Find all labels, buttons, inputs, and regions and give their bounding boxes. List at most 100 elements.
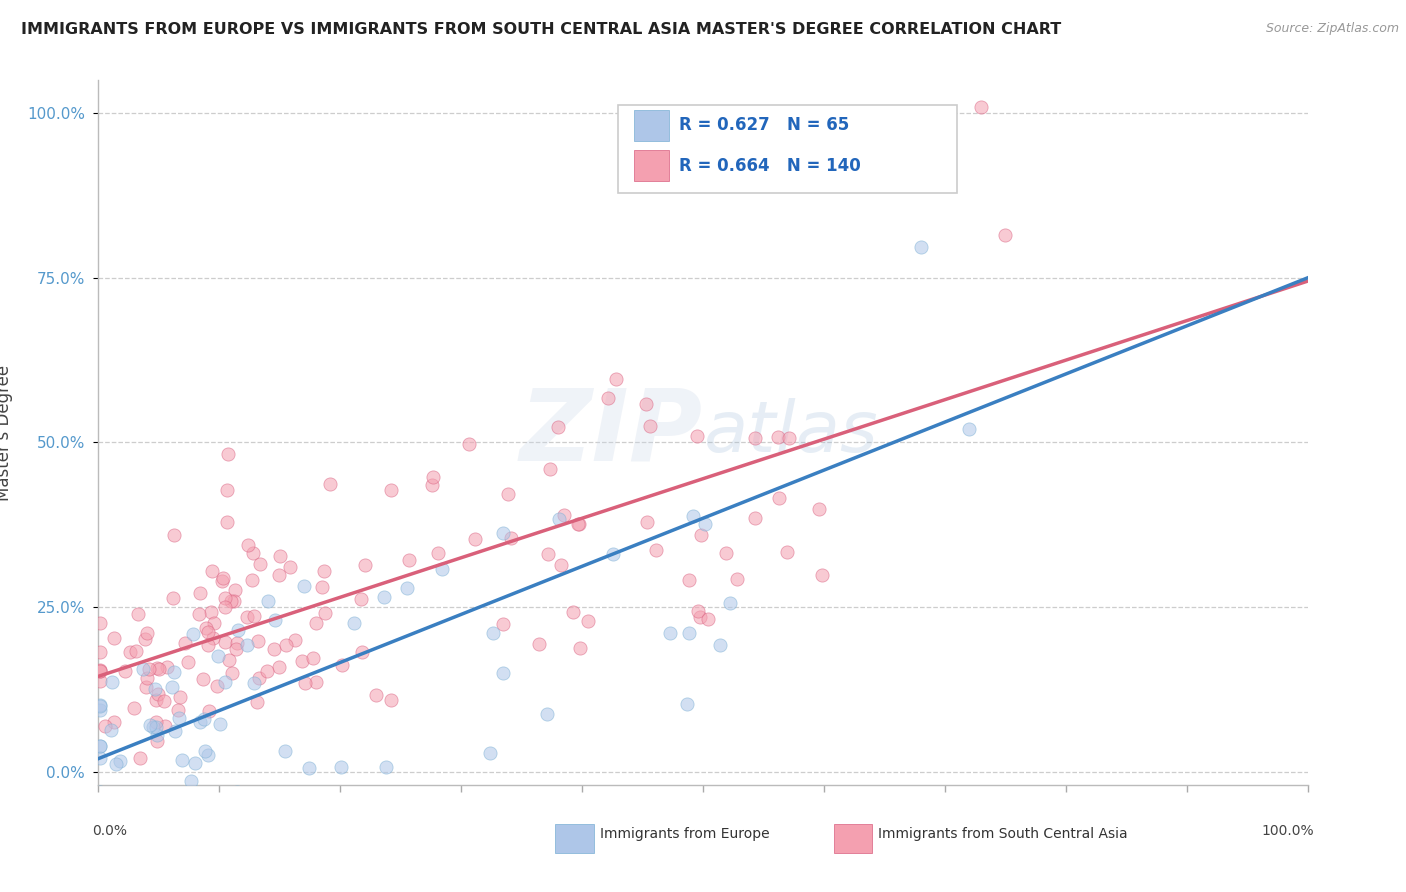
Point <box>808 501 831 516</box>
Point <box>499 532 522 546</box>
Point <box>247 671 270 685</box>
Point <box>197 624 219 639</box>
FancyBboxPatch shape <box>634 150 669 181</box>
Point <box>162 591 184 605</box>
Point <box>375 760 398 774</box>
Point <box>200 605 222 619</box>
Point <box>343 616 366 631</box>
FancyBboxPatch shape <box>619 105 957 193</box>
Point <box>89 664 111 678</box>
Point <box>131 662 153 676</box>
Point <box>744 432 766 446</box>
Point <box>145 728 167 742</box>
Text: ZIP: ZIP <box>520 384 703 481</box>
Point <box>725 572 748 586</box>
Point <box>125 644 148 658</box>
Point <box>163 665 186 680</box>
Point <box>354 558 377 572</box>
Point <box>221 666 243 681</box>
Point <box>188 607 211 622</box>
Point <box>678 573 700 587</box>
Point <box>718 596 741 610</box>
Point <box>243 676 266 690</box>
Point <box>311 580 333 594</box>
Point <box>197 704 219 718</box>
Point <box>380 483 402 498</box>
Point <box>236 638 259 652</box>
Point <box>89 664 111 678</box>
Point <box>188 714 211 729</box>
Point <box>89 663 111 677</box>
Point <box>478 746 501 760</box>
Point <box>709 638 731 652</box>
Point <box>235 609 257 624</box>
Point <box>138 718 160 732</box>
Point <box>100 723 122 738</box>
Point <box>224 582 246 597</box>
Point <box>576 614 599 628</box>
Point <box>291 654 314 668</box>
Point <box>319 477 342 491</box>
Point <box>214 591 236 605</box>
Point <box>146 734 169 748</box>
Point <box>776 545 799 559</box>
Point <box>197 747 219 762</box>
Point <box>562 605 585 619</box>
Point <box>396 581 419 595</box>
Point <box>314 606 336 620</box>
FancyBboxPatch shape <box>555 823 595 854</box>
Point <box>284 633 307 648</box>
Point <box>245 695 267 709</box>
Point <box>214 675 236 690</box>
Point <box>217 483 239 498</box>
Point <box>242 546 264 560</box>
Point <box>242 608 264 623</box>
Point <box>153 719 176 733</box>
Point <box>744 510 766 524</box>
Point <box>169 690 191 704</box>
Point <box>350 591 373 606</box>
Point <box>696 612 718 626</box>
Point <box>246 634 269 648</box>
Point <box>174 636 197 650</box>
Point <box>217 515 239 529</box>
Point <box>145 693 167 707</box>
Point <box>778 431 800 445</box>
Point <box>568 516 591 531</box>
Point <box>548 511 571 525</box>
Point <box>108 754 131 768</box>
FancyBboxPatch shape <box>834 823 872 854</box>
Point <box>135 680 157 694</box>
Point <box>214 600 236 615</box>
Point <box>225 642 247 657</box>
Point <box>188 586 211 600</box>
Point <box>695 516 717 531</box>
Point <box>482 625 505 640</box>
Point <box>89 698 111 713</box>
Point <box>105 757 128 772</box>
Point <box>89 703 111 717</box>
Point <box>202 631 225 645</box>
Point <box>329 760 352 774</box>
Point <box>398 553 420 567</box>
Point <box>89 739 111 753</box>
Point <box>193 712 215 726</box>
Text: Immigrants from South Central Asia: Immigrants from South Central Asia <box>879 827 1128 841</box>
Point <box>181 626 204 640</box>
Point <box>89 645 111 659</box>
Point <box>177 655 200 669</box>
Point <box>129 750 152 764</box>
Point <box>538 462 561 476</box>
Point <box>910 240 932 254</box>
Point <box>263 642 285 657</box>
Text: atlas: atlas <box>703 398 877 467</box>
Point <box>350 645 373 659</box>
Point <box>256 664 278 678</box>
Point <box>197 638 219 652</box>
Point <box>537 547 560 561</box>
Point <box>194 744 217 758</box>
Point <box>547 420 569 434</box>
Point <box>550 558 572 572</box>
Point <box>122 701 145 715</box>
Point <box>249 557 271 571</box>
